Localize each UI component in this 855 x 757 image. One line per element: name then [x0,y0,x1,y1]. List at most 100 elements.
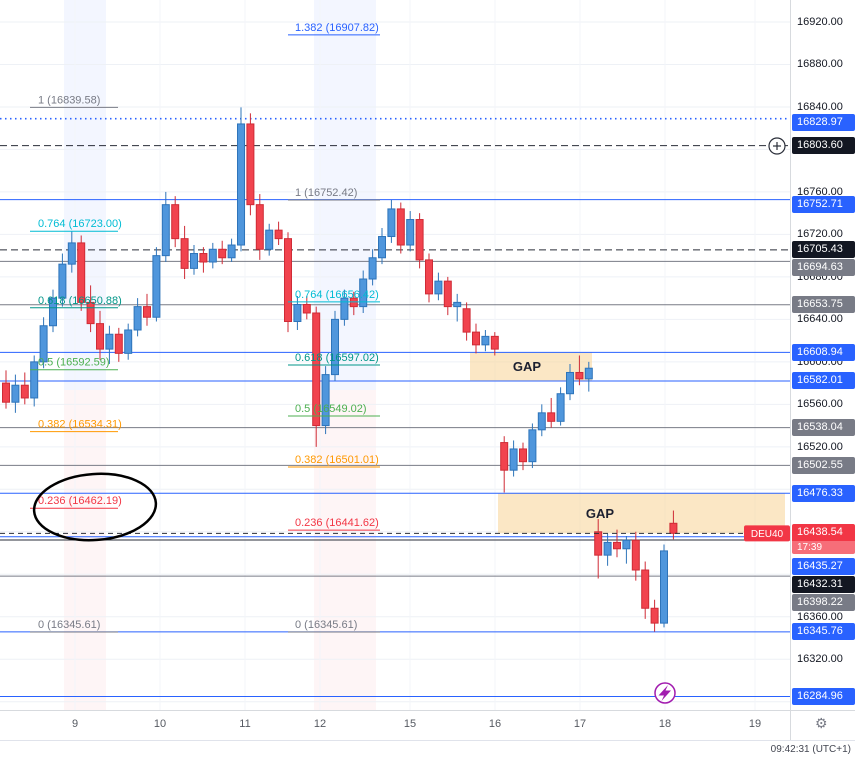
fib-level-label[interactable]: 0.382 (16534.31) [38,419,122,431]
price-level-badge[interactable]: 16608.94 [792,343,855,361]
price-axis-label: 16720.00 [797,228,843,241]
price-axis-label: 16520.00 [797,440,843,453]
fib-level-label[interactable]: 0 (16345.61) [38,619,100,631]
price-level-badge[interactable]: 16345.76 [792,623,855,641]
fib-level-label[interactable]: 0.618 (16597.02) [295,352,379,364]
clock[interactable]: 09:42:31 (UTC+1) [770,744,851,755]
candle-body [86,301,95,325]
candles [2,107,678,632]
time-axis-label: 18 [658,718,672,730]
candle-body [660,550,668,624]
candle-body [378,236,386,259]
price-level-badge[interactable]: 16476.33 [792,484,855,502]
time-axis[interactable]: 9 10 11 12 15 16 17 18 19 [0,710,790,740]
price-level-badge[interactable]: 16284.96 [792,687,855,705]
candle-body [274,229,283,240]
fib-level-label[interactable]: 0.618 (16650.88) [38,295,122,307]
candle-body [528,429,537,463]
price-level-badge[interactable]: 16828.97 [792,113,855,131]
settings-gear-icon[interactable]: ⚙ [815,715,828,731]
candle-body [415,219,424,261]
fib-level-label[interactable]: 1 (16839.58) [38,94,100,106]
fib-level-label[interactable]: 0.236 (16462.19) [38,495,122,507]
candle-body [500,442,509,471]
candle-body [265,229,274,250]
highlight-band-lower [64,390,106,710]
candle-body [302,303,311,314]
fib-level-label[interactable]: 0.764 (16656.42) [295,289,379,301]
fib-level-label[interactable]: 0.5 (16549.02) [295,403,367,415]
price-axis[interactable]: 16920.00 16880.00 16840.00 16760.00 16720.00… [790,0,855,710]
ellipse-annotation[interactable] [32,470,158,544]
candle-body [340,297,349,320]
candle-body [519,448,527,463]
candle-body [425,259,433,295]
fib-level-label[interactable]: 0.764 (16723.00) [38,218,122,230]
symbol-price-tag [744,525,790,542]
candle-body [152,255,161,318]
candle-body [462,308,471,333]
candle-body [547,412,556,422]
candle-body [143,306,151,318]
price-level-badge[interactable]: 16435.27 [792,558,855,575]
candle-body [641,569,650,609]
candle-body [199,253,208,263]
candle-body [368,257,377,280]
price-level-badge[interactable]: 16582.01 [792,372,855,390]
price-level-badge[interactable]: 16653.75 [792,296,855,314]
candle-body [255,204,264,250]
fib-level-label[interactable]: 1 (16752.42) [295,187,357,199]
price-axis-label: 16880.00 [797,58,843,71]
candle-body [359,278,368,308]
candle-body [481,335,490,346]
candle-body [293,303,302,322]
candle-body [387,208,396,238]
fib-level-label[interactable]: 0.382 (16501.01) [295,454,379,466]
fib-level-label[interactable]: 1.382 (16907.82) [295,22,379,34]
gap-box[interactable] [498,493,785,534]
time-axis-label: 11 [239,718,251,730]
candle-body [133,306,142,331]
price-level-badge[interactable]: 16694.63 [792,258,855,276]
time-axis-label: 12 [313,718,327,730]
price-level-badge[interactable]: 16398.22 [792,594,855,611]
candle-body [443,280,452,308]
price-level-badge[interactable]: 16432.31 [792,576,855,593]
candle-body [284,238,292,322]
time-axis-label: 16 [488,718,502,730]
lightning-bolt-icon [658,685,671,701]
price-level-badge[interactable]: 16502.55 [792,456,855,474]
candle-body [406,219,415,246]
candle-body [537,412,546,431]
candle-body [208,248,217,263]
price-level-badge[interactable]: 16538.04 [792,419,855,437]
candle-body [58,263,67,299]
candle-body [453,301,462,308]
time-axis-label: 9 [71,718,79,730]
candle-body [124,329,133,354]
countdown-timer: 17:39 [792,541,855,555]
candle-body [114,333,123,354]
candle-body [509,448,518,471]
time-axis-label: 10 [153,718,167,730]
candle-body [218,248,227,259]
time-axis-label: 19 [748,718,762,730]
price-axis-label: 16360.00 [797,610,843,623]
candle-body [575,371,584,380]
candle-body [631,539,640,571]
candle-body [67,242,76,265]
price-axis-label: 16760.00 [797,185,843,198]
candle-body [603,541,612,556]
price-chart[interactable]: 1 (16839.58) 0.764 (16723.00) 0.618 (16650… [0,0,790,710]
fib-level-label[interactable]: 0.236 (16441.62) [295,517,379,529]
price-axis-label: 16640.00 [797,313,843,326]
candle-body [594,531,603,556]
price-level-badge[interactable]: 16705.43 [792,241,855,259]
divider [0,740,855,741]
candle-body [622,539,631,550]
price-axis-label: 16920.00 [797,15,843,28]
price-level-badge[interactable]: 16803.60 [792,137,855,155]
price-level-badge[interactable]: 16752.71 [792,196,855,213]
fib-level-label[interactable]: 0 (16345.61) [295,619,357,631]
fib-level-label[interactable]: 0.5 (16592.59) [38,357,110,369]
